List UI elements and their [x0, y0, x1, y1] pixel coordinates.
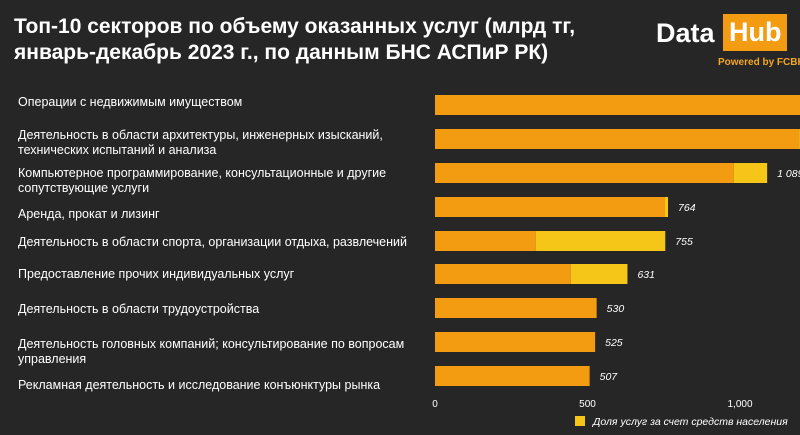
- category-label: Компьютерное программирование, консульта…: [18, 166, 387, 195]
- bar-segment-population: [733, 163, 768, 183]
- bar-segment-main: [435, 95, 800, 115]
- bar-value-label: 755: [675, 236, 693, 248]
- logo-powered-by: Powered by FCBK: [718, 57, 800, 68]
- bar-value-label: 1 089: [777, 168, 800, 180]
- bar-segment-main: [435, 231, 536, 251]
- category-label: Предоставление прочих индивидуальных усл…: [18, 267, 295, 281]
- bar-value-label: 525: [605, 337, 623, 349]
- bar-segment-population: [664, 197, 669, 217]
- bar-segment-main: [435, 197, 665, 217]
- bar-value-label: 631: [637, 269, 655, 281]
- datahub-logo: Data Hub Powered by FCBK: [656, 14, 800, 68]
- category-label: Операции с недвижимым имуществом: [18, 95, 243, 109]
- category-label: Деятельность в области архитектуры, инже…: [18, 128, 383, 157]
- bar-segment-main: [435, 332, 596, 352]
- category-label: Деятельность в области трудоустройства: [18, 302, 260, 316]
- category-label: Рекламная деятельность и исследование ко…: [18, 378, 381, 392]
- bar-segment-population: [535, 231, 666, 251]
- bar-segment-main: [435, 264, 571, 284]
- chart-title: Топ-10 секторов по объему оказанных услу…: [14, 15, 576, 64]
- legend: Доля услуг за счет средств населения: [575, 416, 788, 428]
- legend-swatch: [575, 416, 585, 426]
- x-tick-label: 500: [579, 399, 596, 410]
- bar-segment-main: [435, 163, 734, 183]
- category-label: Аренда, прокат и лизинг: [18, 207, 160, 221]
- legend-label: Доля услуг за счет средств населения: [593, 416, 788, 428]
- bar-segment-main: [435, 366, 590, 386]
- bar-segment-main: [435, 298, 597, 318]
- category-label: Деятельность в области спорта, организац…: [18, 235, 407, 249]
- bar-value-label: 764: [678, 202, 696, 214]
- bar-segment-main: [435, 129, 800, 149]
- x-tick-label: 1,000: [727, 399, 752, 410]
- bar-value-label: 530: [607, 303, 625, 315]
- x-tick-label: 0: [432, 399, 438, 410]
- logo-word-data: Data: [656, 18, 715, 48]
- category-label: Деятельность головных компаний; консульт…: [18, 337, 405, 366]
- logo-word-hub: Hub: [723, 14, 788, 51]
- bar-value-label: 507: [600, 371, 619, 383]
- bar-segment-population: [570, 264, 628, 284]
